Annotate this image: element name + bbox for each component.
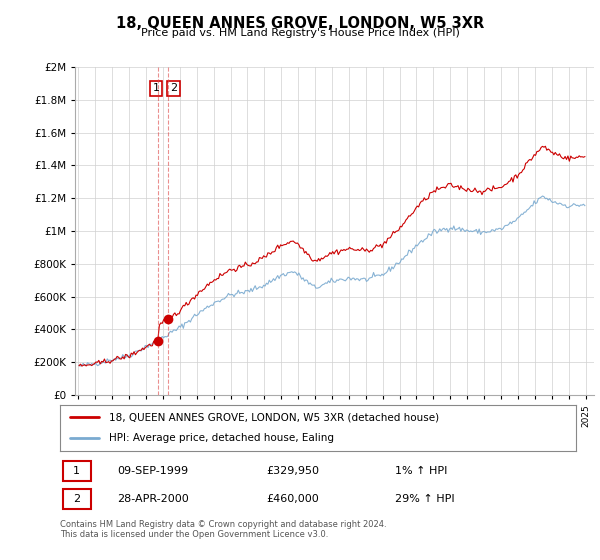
Text: £329,950: £329,950 xyxy=(266,466,319,475)
Text: 28-APR-2000: 28-APR-2000 xyxy=(117,494,188,504)
Text: HPI: Average price, detached house, Ealing: HPI: Average price, detached house, Eali… xyxy=(109,433,334,444)
Text: 2: 2 xyxy=(170,83,177,94)
Text: Contains HM Land Registry data © Crown copyright and database right 2024.
This d: Contains HM Land Registry data © Crown c… xyxy=(60,520,386,539)
Text: 2: 2 xyxy=(73,494,80,504)
Text: 18, QUEEN ANNES GROVE, LONDON, W5 3XR: 18, QUEEN ANNES GROVE, LONDON, W5 3XR xyxy=(116,16,484,31)
Text: 1: 1 xyxy=(73,466,80,475)
Text: 1% ↑ HPI: 1% ↑ HPI xyxy=(395,466,448,475)
FancyBboxPatch shape xyxy=(62,461,91,480)
FancyBboxPatch shape xyxy=(62,489,91,509)
Text: Price paid vs. HM Land Registry's House Price Index (HPI): Price paid vs. HM Land Registry's House … xyxy=(140,28,460,38)
Text: 18, QUEEN ANNES GROVE, LONDON, W5 3XR (detached house): 18, QUEEN ANNES GROVE, LONDON, W5 3XR (d… xyxy=(109,412,439,422)
Text: 09-SEP-1999: 09-SEP-1999 xyxy=(117,466,188,475)
Text: 29% ↑ HPI: 29% ↑ HPI xyxy=(395,494,455,504)
Text: 1: 1 xyxy=(152,83,160,94)
Text: £460,000: £460,000 xyxy=(266,494,319,504)
